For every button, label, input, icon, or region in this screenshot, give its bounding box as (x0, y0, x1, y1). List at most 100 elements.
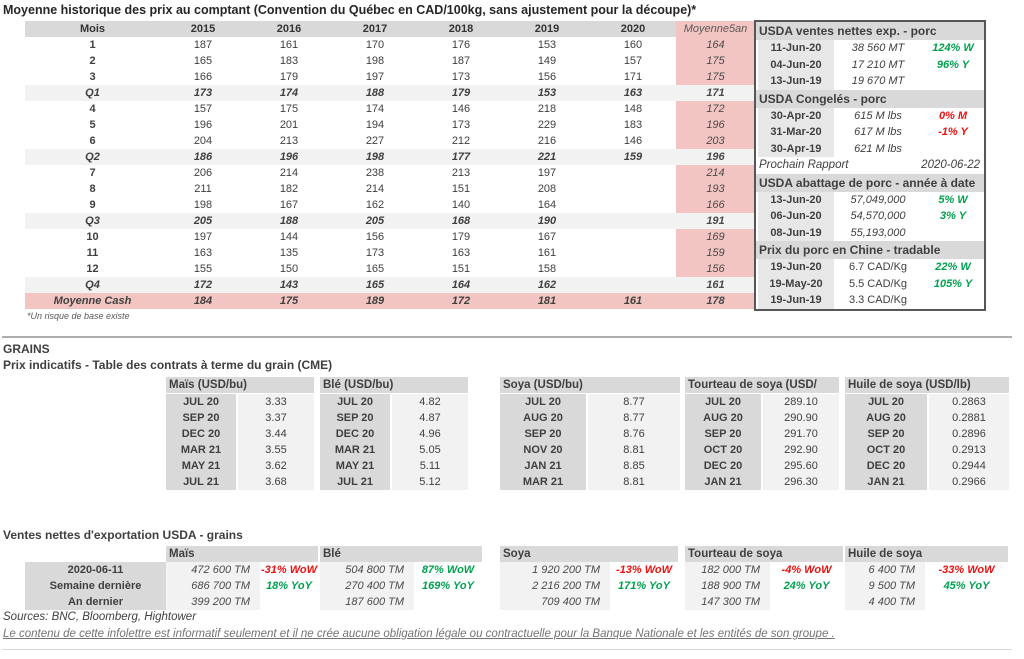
cell-2017: 198 (365, 151, 385, 163)
cell-2015: 155 (193, 263, 213, 275)
cell-2020: 159 (623, 151, 643, 163)
contract-month: JUL 20 (685, 394, 763, 410)
table-row: 10 197 144 156 179 167 169 (25, 229, 755, 245)
page-title: Moyenne historique des prix au comptant … (3, 3, 697, 17)
panel-row: 13-Jun-19 19 670 MT (756, 73, 984, 90)
section-divider (2, 336, 1012, 338)
panel-percent (922, 73, 984, 90)
cell-2015: 166 (193, 71, 213, 83)
row-label: Q2 (85, 151, 100, 163)
contract-month: JAN 21 (845, 474, 929, 490)
cell-2018: 187 (451, 55, 471, 67)
panel-date: 11-Jun-20 (758, 40, 834, 57)
table-row: Q1 173 174 188 179 153 163 171 (25, 85, 755, 101)
panel-row: 08-Jun-19 55,193,000 (756, 224, 984, 241)
contract-price: 4.82 (392, 394, 468, 410)
basis-risk-footnote: *Un risque de base existe (27, 311, 130, 321)
contract-month: MAR 21 (166, 442, 238, 458)
cell-2019: 156 (537, 71, 557, 83)
row-label: Q3 (85, 215, 100, 227)
cell-2020 (590, 213, 676, 229)
futures-row: MAY 21 3.62 (166, 458, 314, 474)
contract-month: MAR 21 (320, 442, 392, 458)
cell-2019: 190 (537, 215, 557, 227)
contract-month: JUL 21 (320, 474, 392, 490)
gap (678, 594, 685, 610)
contract-price: 3.68 (238, 474, 314, 490)
cell-2016: 179 (279, 71, 299, 83)
futures-row: JUL 20 4.82 (320, 394, 468, 410)
cell-2020 (590, 277, 676, 293)
panel-value: 621 M lbs (854, 142, 902, 155)
contract-month: MAY 21 (320, 458, 392, 474)
cell-2017: 188 (365, 87, 385, 99)
usda-pork-panel: USDA ventes nettes exp. - porc 11-Jun-20… (754, 20, 986, 311)
row-label: Q1 (85, 87, 100, 99)
cell-2020: 171 (623, 71, 643, 83)
row-label: 3 (89, 71, 96, 83)
futures-group-ble: Blé (USD/bu) JUL 20 4.82 SEP 20 4.87 DEC… (320, 377, 468, 490)
contract-price: 5.05 (392, 442, 468, 458)
contract-price: 8.81 (588, 474, 680, 490)
cell-2018: 164 (451, 279, 471, 291)
futures-row: MAR 21 8.81 (500, 474, 680, 490)
contract-price: 0.2966 (929, 474, 1009, 490)
mais-volume: 686 700 TM (166, 578, 260, 594)
cell-2020 (590, 181, 676, 197)
header-soya: Soya (500, 546, 678, 562)
tourteau-percent (770, 594, 843, 610)
exports-table-heading: Ventes nettes d'exportation USDA - grain… (3, 528, 243, 542)
row-label: 10 (86, 231, 99, 243)
cell-2015: 206 (193, 167, 213, 179)
futures-row: JUL 20 0.2863 (845, 394, 1009, 410)
panel-section-china: 19-Jun-20 6.7 CAD/Kg 22% W 19-May-20 5.5… (756, 259, 984, 309)
contract-month: JUL 21 (166, 474, 238, 490)
huile-percent: -33% WoW (938, 564, 995, 576)
cell-2019: 162 (537, 279, 557, 291)
cell-2017: 174 (365, 103, 385, 115)
header-huile: Huile de soya (845, 546, 1008, 562)
panel-value: 57,049,000 (850, 193, 906, 206)
cell-2016: 135 (279, 247, 299, 259)
futures-header-soya: Soya (USD/bu) (500, 377, 680, 393)
gap (482, 546, 500, 562)
contract-month: SEP 20 (166, 410, 238, 426)
table-row: 2 165 183 198 187 149 157 175 (25, 53, 755, 69)
futures-row: MAY 21 5.11 (320, 458, 468, 474)
cell-moyenne5an: 178 (706, 295, 725, 307)
column-header-2020: 2020 (620, 23, 646, 35)
futures-group-soya: Soya (USD/bu) JUL 20 8.77 AUG 20 8.77 SE… (500, 377, 680, 490)
panel-section-title-frozen: USDA Congelés - porc (756, 89, 984, 108)
futures-row: AUG 20 8.77 (500, 410, 680, 426)
futures-row: DEC 20 295.60 (685, 458, 839, 474)
huile-percent (925, 594, 1008, 610)
gap (482, 594, 500, 610)
futures-row: AUG 20 290.90 (685, 410, 839, 426)
gap (482, 562, 500, 578)
export-row-label: 2020-06-11 (25, 562, 166, 578)
contract-price: 5.11 (392, 458, 468, 474)
row-label: 12 (86, 263, 99, 275)
cell-2020 (590, 165, 676, 181)
futures-row: SEP 20 8.76 (500, 426, 680, 442)
panel-value: 617 M lbs (854, 126, 902, 138)
panel-date: 19-Jun-19 (758, 292, 834, 309)
cell-2017: 197 (365, 71, 385, 83)
panel-section-title-china: Prix du porc en Chine - tradable (756, 241, 984, 259)
contract-price: 3.33 (238, 394, 314, 410)
futures-group-huile: Huile de soya (USD/lb) JUL 20 0.2863 AUG… (845, 377, 1009, 490)
table-row: 7 206 214 238 213 197 214 (25, 165, 755, 181)
table-row: Q2 186 196 198 177 221 159 196 (25, 149, 755, 165)
cell-2018: 179 (451, 87, 471, 99)
contract-price: 5.12 (392, 474, 468, 490)
cell-2017: 238 (365, 167, 385, 179)
table-row: 12 155 150 165 151 158 156 (25, 261, 755, 277)
cell-2018: 140 (451, 199, 471, 211)
cell-2017: 165 (365, 263, 385, 275)
contract-month: JUL 20 (500, 394, 588, 410)
cell-2017: 227 (365, 135, 385, 147)
cell-2020: 161 (623, 295, 643, 307)
cell-2020 (590, 245, 676, 261)
cell-moyenne5an: 166 (676, 197, 755, 213)
pork-table-header-row: Mois 2015 2016 2017 2018 2019 2020 Moyen… (25, 21, 755, 37)
